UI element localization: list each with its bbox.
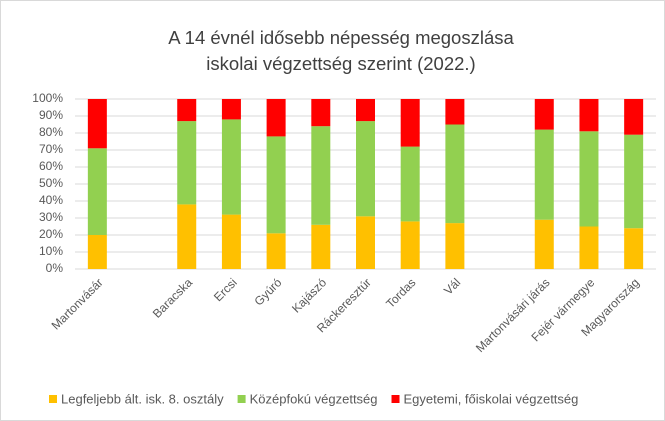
- bar-segment: [579, 131, 599, 227]
- bar-segment: [177, 99, 197, 122]
- legend-label: Legfeljebb ált. isk. 8. osztály: [61, 391, 224, 406]
- y-tick-label: 20%: [39, 227, 63, 241]
- bar-segment: [400, 221, 420, 269]
- bar-segment: [534, 129, 554, 220]
- y-tick-label: 60%: [39, 159, 63, 173]
- x-tick-label: Martonvásári járás: [473, 275, 553, 355]
- y-tick-label: 0%: [46, 261, 64, 275]
- bar-segment: [177, 204, 197, 269]
- x-tick-label: Gyúró: [251, 275, 284, 308]
- y-tick-label: 30%: [39, 210, 63, 224]
- bar-segment: [311, 99, 331, 127]
- bar-segment: [445, 223, 465, 269]
- legend-swatch: [237, 395, 246, 403]
- bar-segment: [624, 134, 644, 229]
- bar-segment: [221, 119, 241, 215]
- y-tick-label: 50%: [39, 176, 63, 190]
- bar-segment: [624, 99, 644, 135]
- bar-segment: [356, 121, 375, 217]
- legend-label: Középfokú végzettség: [250, 391, 378, 406]
- bar-segment: [445, 124, 465, 224]
- x-tick-label: Vál: [441, 275, 463, 297]
- y-tick-label: 70%: [39, 142, 63, 156]
- y-tick-label: 40%: [39, 193, 63, 207]
- bar-segment: [579, 99, 599, 132]
- y-tick-label: 10%: [39, 244, 63, 258]
- bar-segment: [221, 214, 241, 269]
- x-tick-label: Ercsi: [211, 275, 240, 304]
- bar-segment: [87, 99, 107, 149]
- legend-swatch: [49, 395, 57, 403]
- y-tick-label: 80%: [39, 125, 63, 139]
- x-tick-label: Tordas: [383, 275, 418, 310]
- chart-title: A 14 évnél idősebb népesség megoszlása i…: [168, 27, 514, 74]
- bar-segment: [445, 99, 465, 125]
- y-tick-label: 90%: [39, 108, 63, 122]
- x-tick-label: Baracska: [150, 275, 196, 321]
- bar-segment: [177, 121, 197, 205]
- bar-segment: [356, 216, 375, 269]
- bar-segment: [311, 224, 331, 269]
- bar-segment: [266, 99, 286, 137]
- bar-segment: [87, 148, 107, 235]
- legend-label: Egyetemi, főiskolai végzettség: [404, 391, 579, 406]
- bar-segment: [221, 99, 241, 120]
- bar-segment: [579, 226, 599, 269]
- y-tick-label: 100%: [32, 91, 63, 105]
- bar-segment: [400, 99, 420, 147]
- bar-segment: [266, 233, 286, 269]
- bar-segment: [534, 219, 554, 269]
- bar-segment: [311, 126, 331, 225]
- x-tick-label: Kajászó: [289, 275, 329, 315]
- bar-segment: [87, 235, 107, 269]
- bar-segment: [624, 228, 644, 269]
- bar-segment: [534, 99, 554, 130]
- bar-segment: [400, 146, 420, 222]
- legend-swatch: [391, 395, 400, 403]
- bar-segment: [356, 99, 375, 122]
- bar-segment: [266, 136, 286, 234]
- x-tick-label: Martonvásár: [49, 275, 106, 332]
